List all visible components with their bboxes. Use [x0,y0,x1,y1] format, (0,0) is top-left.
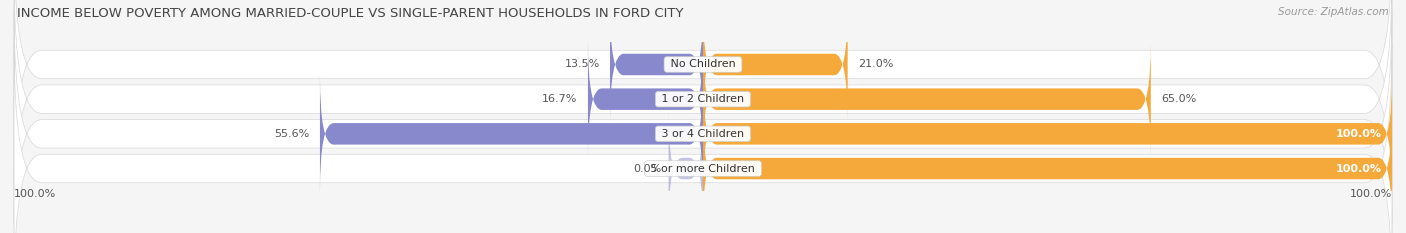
FancyBboxPatch shape [14,44,1392,233]
FancyBboxPatch shape [703,41,1152,158]
Text: 13.5%: 13.5% [564,59,599,69]
Text: Source: ZipAtlas.com: Source: ZipAtlas.com [1278,7,1389,17]
FancyBboxPatch shape [610,6,703,123]
FancyBboxPatch shape [14,9,1392,233]
Text: No Children: No Children [666,59,740,69]
Text: 21.0%: 21.0% [858,59,893,69]
FancyBboxPatch shape [669,110,703,227]
Text: 5 or more Children: 5 or more Children [647,164,759,174]
Text: 65.0%: 65.0% [1161,94,1197,104]
FancyBboxPatch shape [14,0,1392,224]
Text: 55.6%: 55.6% [274,129,309,139]
Text: 100.0%: 100.0% [1336,129,1382,139]
Text: 100.0%: 100.0% [14,189,56,199]
Text: 100.0%: 100.0% [1350,189,1392,199]
FancyBboxPatch shape [703,6,848,123]
Text: 0.0%: 0.0% [634,164,662,174]
Text: 100.0%: 100.0% [1336,164,1382,174]
Text: 16.7%: 16.7% [543,94,578,104]
FancyBboxPatch shape [703,75,1392,192]
FancyBboxPatch shape [703,110,1392,227]
Text: 1 or 2 Children: 1 or 2 Children [658,94,748,104]
FancyBboxPatch shape [14,0,1392,189]
Text: 3 or 4 Children: 3 or 4 Children [658,129,748,139]
FancyBboxPatch shape [588,41,703,158]
Text: INCOME BELOW POVERTY AMONG MARRIED-COUPLE VS SINGLE-PARENT HOUSEHOLDS IN FORD CI: INCOME BELOW POVERTY AMONG MARRIED-COUPL… [17,7,683,20]
FancyBboxPatch shape [321,75,703,192]
